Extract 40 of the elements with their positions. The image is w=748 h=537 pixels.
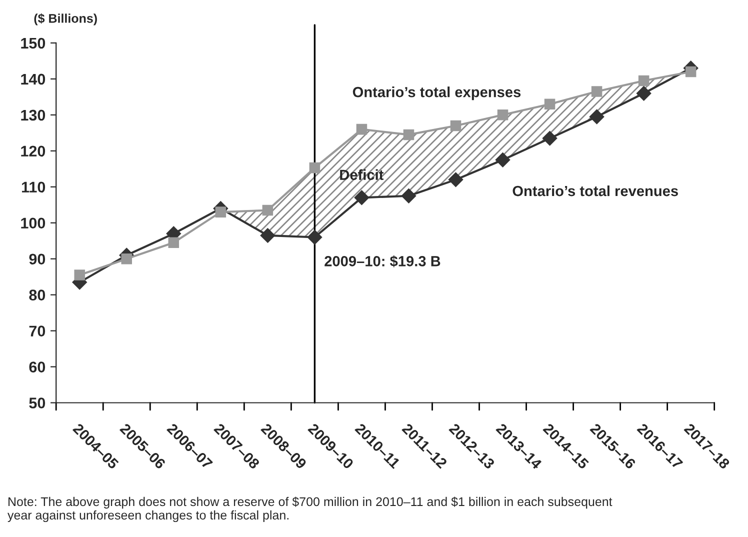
y-tick-label: 60 [29,362,46,372]
point [544,98,556,110]
series-label: Ontario’s total revenues [512,185,678,196]
y-tick-label: 50 [29,398,46,408]
point [121,253,132,264]
y-tick-label: 100 [21,218,46,229]
point [638,75,650,86]
point [74,270,85,280]
point [354,190,370,206]
point [401,188,416,204]
y-tick-label: 150 [21,38,46,49]
point [168,237,180,248]
point [589,109,604,124]
point [591,86,602,97]
ref-line-label: 2009–10: $19.3 B [324,255,440,268]
point [356,124,368,135]
point [262,204,274,216]
y-tick-label: 90 [29,254,46,265]
y-tick-label: 80 [29,290,46,300]
point [448,172,464,188]
y-tick-label: 70 [29,326,46,336]
point [636,86,652,101]
point [542,130,558,146]
y-tick-label: 130 [21,110,46,121]
point [260,228,276,243]
point [309,162,320,174]
point [685,66,696,78]
series-label: Ontario’s total expenses [352,86,521,100]
annotation: Deficit [340,169,384,180]
point [215,206,226,218]
point [403,129,414,140]
y-tick-label: 110 [22,182,46,193]
point [450,120,462,132]
point [495,152,510,168]
y-axis-title: ($ Billions) [34,13,97,26]
point [497,110,508,120]
point [307,230,322,245]
text: Note: The above graph does not show a reserve of $700 million in 2010–11 and $1 billion in each subsequent year against unforeseen changes to the fiscal plan. [8,496,612,522]
y-tick-label: 140 [21,74,46,85]
y-tick-label: 120 [21,146,46,157]
